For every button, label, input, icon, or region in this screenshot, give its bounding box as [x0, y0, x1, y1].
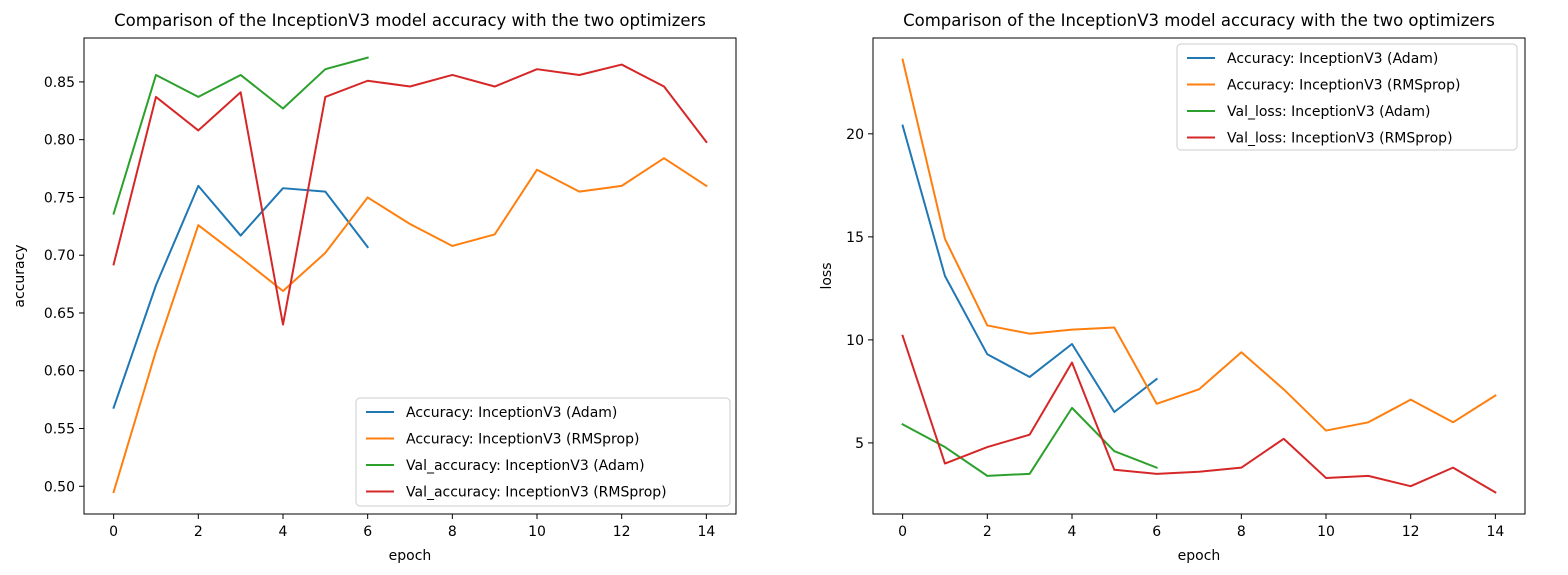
x-tick-label: 10 — [1317, 524, 1335, 540]
y-tick-label: 0.55 — [44, 422, 75, 438]
x-tick-label: 6 — [363, 524, 372, 540]
x-axis-label: epoch — [389, 548, 432, 564]
y-tick-label: 0.70 — [44, 248, 75, 264]
series-line-2 — [901, 58, 1497, 432]
y-tick-label: 0.60 — [44, 364, 75, 380]
legend-entry-label: Val_loss: InceptionV3 (Adam) — [1227, 104, 1430, 120]
legend-entry-label: Accuracy: InceptionV3 (RMSprop) — [1227, 78, 1460, 94]
x-tick-label: 4 — [1068, 524, 1077, 540]
series-line-2 — [112, 157, 708, 494]
x-tick-label: 12 — [613, 524, 631, 540]
series-line-1 — [112, 184, 370, 409]
x-tick-label: 14 — [1486, 524, 1504, 540]
y-tick-label: 10 — [846, 333, 864, 349]
legend-entry-label: Val_loss: InceptionV3 (RMSprop) — [1227, 131, 1453, 147]
y-axis-label: loss — [819, 262, 835, 289]
y-tick-label: 0.75 — [44, 190, 75, 206]
x-tick-label: 12 — [1402, 524, 1420, 540]
y-tick-label: 0.65 — [44, 306, 75, 322]
y-tick-label: 0.85 — [44, 75, 75, 91]
chart-title: Comparison of the InceptionV3 model accu… — [903, 11, 1495, 30]
legend: Accuracy: InceptionV3 (Adam) Accuracy: In… — [1176, 43, 1518, 151]
x-axis-label: epoch — [1178, 548, 1221, 564]
chart-2: 0 2 4 6 8 10 12 14 5 10 15 20 Comparison of the Ince… — [819, 11, 1526, 564]
y-tick-label: 15 — [846, 230, 864, 246]
legend-entry-label: Val_accuracy: InceptionV3 (RMSprop) — [406, 485, 667, 501]
y-tick-label: 5 — [855, 436, 864, 452]
legend-entry-label: Accuracy: InceptionV3 (RMSprop) — [406, 432, 639, 448]
x-tick-label: 8 — [448, 524, 457, 540]
series-line-1 — [901, 124, 1159, 413]
x-tick-label: 0 — [109, 524, 118, 540]
legend-entry-label: Accuracy: InceptionV3 (Adam) — [406, 405, 617, 421]
y-tick-label: 0.80 — [44, 133, 75, 149]
x-tick-label: 6 — [1152, 524, 1161, 540]
y-axis-label: accuracy — [12, 244, 28, 307]
x-tick-label: 14 — [697, 524, 715, 540]
legend-entry-label: Accuracy: InceptionV3 (Adam) — [1227, 51, 1438, 67]
legend-box — [1176, 43, 1518, 151]
x-tick-label: 8 — [1237, 524, 1246, 540]
x-tick-label: 0 — [898, 524, 907, 540]
chart-title: Comparison of the InceptionV3 model accu… — [114, 11, 706, 30]
x-tick-label: 2 — [983, 524, 992, 540]
legend-box — [355, 397, 731, 507]
plot-frame — [872, 37, 1526, 515]
series-line-3 — [112, 56, 369, 215]
y-tick-label: 20 — [846, 127, 864, 143]
y-tick-label: 0.50 — [44, 479, 75, 495]
plot-frame — [83, 37, 737, 515]
x-tick-label: 2 — [194, 524, 203, 540]
series-line-3 — [901, 406, 1158, 477]
series-line-4 — [901, 334, 1497, 494]
series-line-4 — [112, 63, 708, 326]
x-tick-label: 4 — [279, 524, 288, 540]
legend-entry-label: Val_accuracy: InceptionV3 (Adam) — [406, 458, 645, 474]
x-tick-label: 10 — [528, 524, 546, 540]
legend: Accuracy: InceptionV3 (Adam) Accuracy: In… — [355, 397, 731, 507]
chart-1: 0 2 4 6 8 10 12 14 0.50 0.55 0.60 0.65 0.70 0.75 0.80 0… — [12, 11, 737, 564]
